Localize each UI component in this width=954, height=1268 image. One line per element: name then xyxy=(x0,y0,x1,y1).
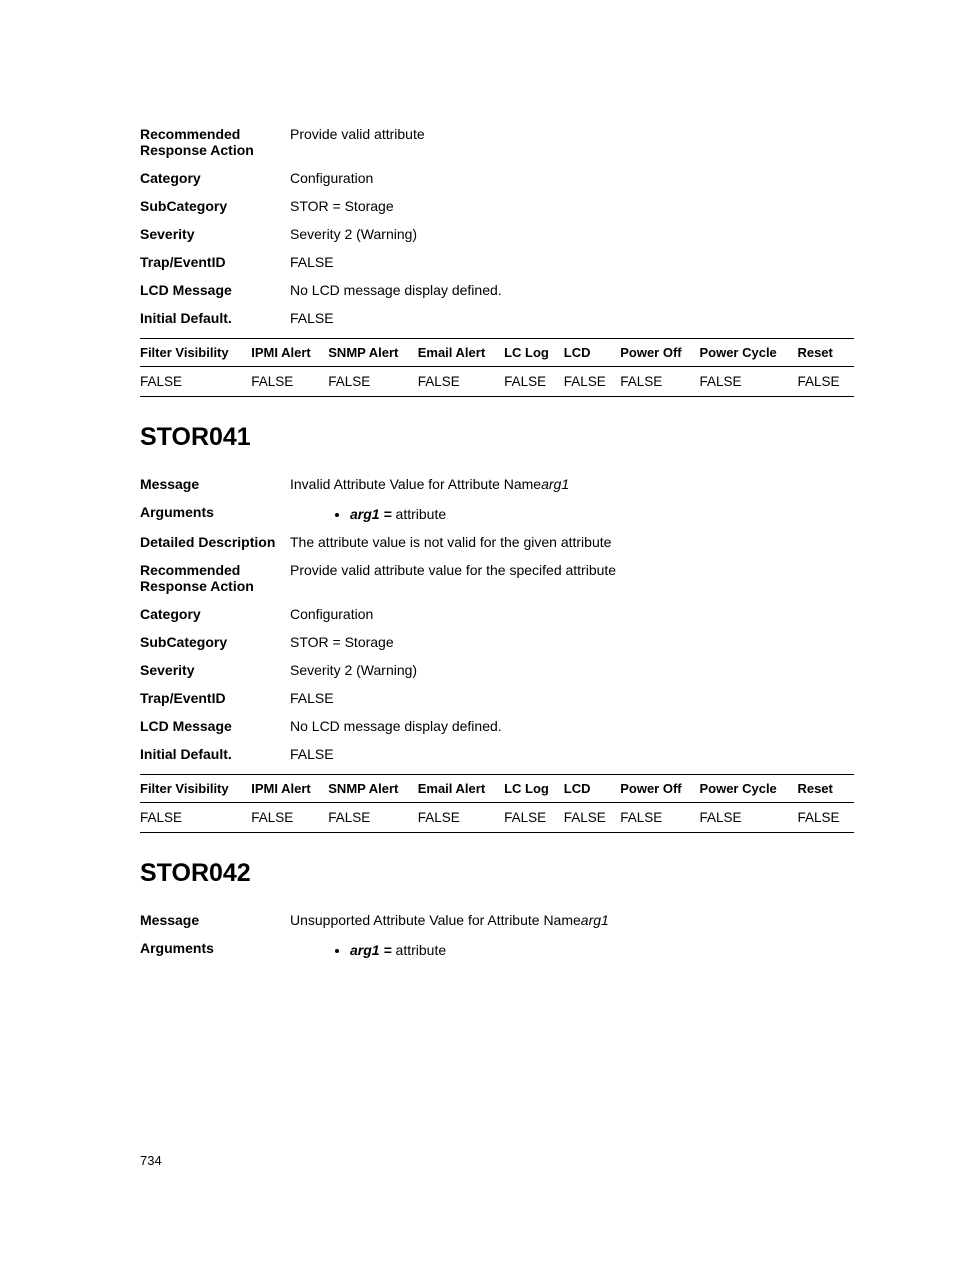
arg-name: arg1 xyxy=(350,942,380,958)
row-value: Severity 2 (Warning) xyxy=(290,656,854,684)
filter-header: Filter Visibility xyxy=(140,339,251,367)
document-page: Recommended Response ActionProvide valid… xyxy=(0,0,954,1268)
arg-eq: = xyxy=(380,942,396,958)
filter-cell: FALSE xyxy=(251,803,328,833)
filter-header: Email Alert xyxy=(418,339,504,367)
message-arg: arg1 xyxy=(581,912,609,928)
message-arg: arg1 xyxy=(541,476,569,492)
row-value: Configuration xyxy=(290,164,854,192)
filter-cell: FALSE xyxy=(699,367,797,397)
row-value: Provide valid attribute value for the sp… xyxy=(290,556,854,600)
message-text: Invalid Attribute Value for Attribute Na… xyxy=(290,476,541,492)
filter-header: LCD xyxy=(564,339,620,367)
row-label: Recommended Response Action xyxy=(140,556,290,600)
arg-eq: = xyxy=(380,506,396,522)
row-value: STOR = Storage xyxy=(290,628,854,656)
row-label: Severity xyxy=(140,220,290,248)
row-label: Message xyxy=(140,470,290,498)
row-value: Unsupported Attribute Value for Attribut… xyxy=(290,906,854,934)
row-value: FALSE xyxy=(290,684,854,712)
filter-cell: FALSE xyxy=(328,367,417,397)
row-label: Detailed Description xyxy=(140,528,290,556)
row-label: Severity xyxy=(140,656,290,684)
filter-table-2: Filter Visibility IPMI Alert SNMP Alert … xyxy=(140,774,854,833)
row-label: LCD Message xyxy=(140,276,290,304)
arguments-list: arg1 = attribute xyxy=(290,942,854,958)
filter-cell: FALSE xyxy=(140,803,251,833)
filter-cell: FALSE xyxy=(504,367,564,397)
definition-table-2: Message Invalid Attribute Value for Attr… xyxy=(140,470,854,768)
filter-header: Power Off xyxy=(620,775,699,803)
row-label: Category xyxy=(140,600,290,628)
filter-header: LCD xyxy=(564,775,620,803)
page-number: 734 xyxy=(140,1153,162,1168)
arguments-list: arg1 = attribute xyxy=(290,506,854,522)
filter-header: Power Cycle xyxy=(699,775,797,803)
row-value: No LCD message display defined. xyxy=(290,276,854,304)
filter-table-1: Filter Visibility IPMI Alert SNMP Alert … xyxy=(140,338,854,397)
definition-table-3: Message Unsupported Attribute Value for … xyxy=(140,906,854,964)
arg-value: attribute xyxy=(396,506,447,522)
filter-cell: FALSE xyxy=(564,803,620,833)
row-value: Severity 2 (Warning) xyxy=(290,220,854,248)
filter-header: SNMP Alert xyxy=(328,775,417,803)
row-label: Arguments xyxy=(140,934,290,964)
arg-name: arg1 xyxy=(350,506,380,522)
row-label: Initial Default. xyxy=(140,304,290,332)
message-text: Unsupported Attribute Value for Attribut… xyxy=(290,912,581,928)
filter-cell: FALSE xyxy=(140,367,251,397)
row-value: No LCD message display defined. xyxy=(290,712,854,740)
definition-table-1: Recommended Response ActionProvide valid… xyxy=(140,120,854,332)
row-label: Initial Default. xyxy=(140,740,290,768)
filter-cell: FALSE xyxy=(418,367,504,397)
row-label: Trap/EventID xyxy=(140,248,290,276)
row-value: FALSE xyxy=(290,740,854,768)
row-value: Provide valid attribute xyxy=(290,120,854,164)
filter-header: LC Log xyxy=(504,339,564,367)
row-value: STOR = Storage xyxy=(290,192,854,220)
filter-cell: FALSE xyxy=(699,803,797,833)
argument-item: arg1 = attribute xyxy=(350,506,854,522)
filter-header: SNMP Alert xyxy=(328,339,417,367)
row-label: Recommended Response Action xyxy=(140,120,290,164)
section-heading-stor041: STOR041 xyxy=(140,423,854,452)
row-label: LCD Message xyxy=(140,712,290,740)
section-heading-stor042: STOR042 xyxy=(140,859,854,888)
row-label: SubCategory xyxy=(140,628,290,656)
filter-header: LC Log xyxy=(504,775,564,803)
filter-cell: FALSE xyxy=(418,803,504,833)
filter-header: IPMI Alert xyxy=(251,339,328,367)
filter-cell: FALSE xyxy=(251,367,328,397)
row-value: Configuration xyxy=(290,600,854,628)
filter-cell: FALSE xyxy=(620,367,699,397)
row-value: FALSE xyxy=(290,248,854,276)
filter-header: IPMI Alert xyxy=(251,775,328,803)
row-label: Message xyxy=(140,906,290,934)
filter-header: Filter Visibility xyxy=(140,775,251,803)
row-value: FALSE xyxy=(290,304,854,332)
filter-header: Power Cycle xyxy=(699,339,797,367)
filter-cell: FALSE xyxy=(797,803,854,833)
row-label: Arguments xyxy=(140,498,290,528)
filter-cell: FALSE xyxy=(328,803,417,833)
argument-item: arg1 = attribute xyxy=(350,942,854,958)
filter-cell: FALSE xyxy=(504,803,564,833)
row-value: arg1 = attribute xyxy=(290,498,854,528)
filter-cell: FALSE xyxy=(564,367,620,397)
filter-cell: FALSE xyxy=(620,803,699,833)
filter-header: Reset xyxy=(797,775,854,803)
row-label: Trap/EventID xyxy=(140,684,290,712)
filter-header: Email Alert xyxy=(418,775,504,803)
row-value: The attribute value is not valid for the… xyxy=(290,528,854,556)
row-value: arg1 = attribute xyxy=(290,934,854,964)
arg-value: attribute xyxy=(396,942,447,958)
filter-header: Reset xyxy=(797,339,854,367)
row-label: SubCategory xyxy=(140,192,290,220)
filter-cell: FALSE xyxy=(797,367,854,397)
filter-header: Power Off xyxy=(620,339,699,367)
row-value: Invalid Attribute Value for Attribute Na… xyxy=(290,470,854,498)
row-label: Category xyxy=(140,164,290,192)
